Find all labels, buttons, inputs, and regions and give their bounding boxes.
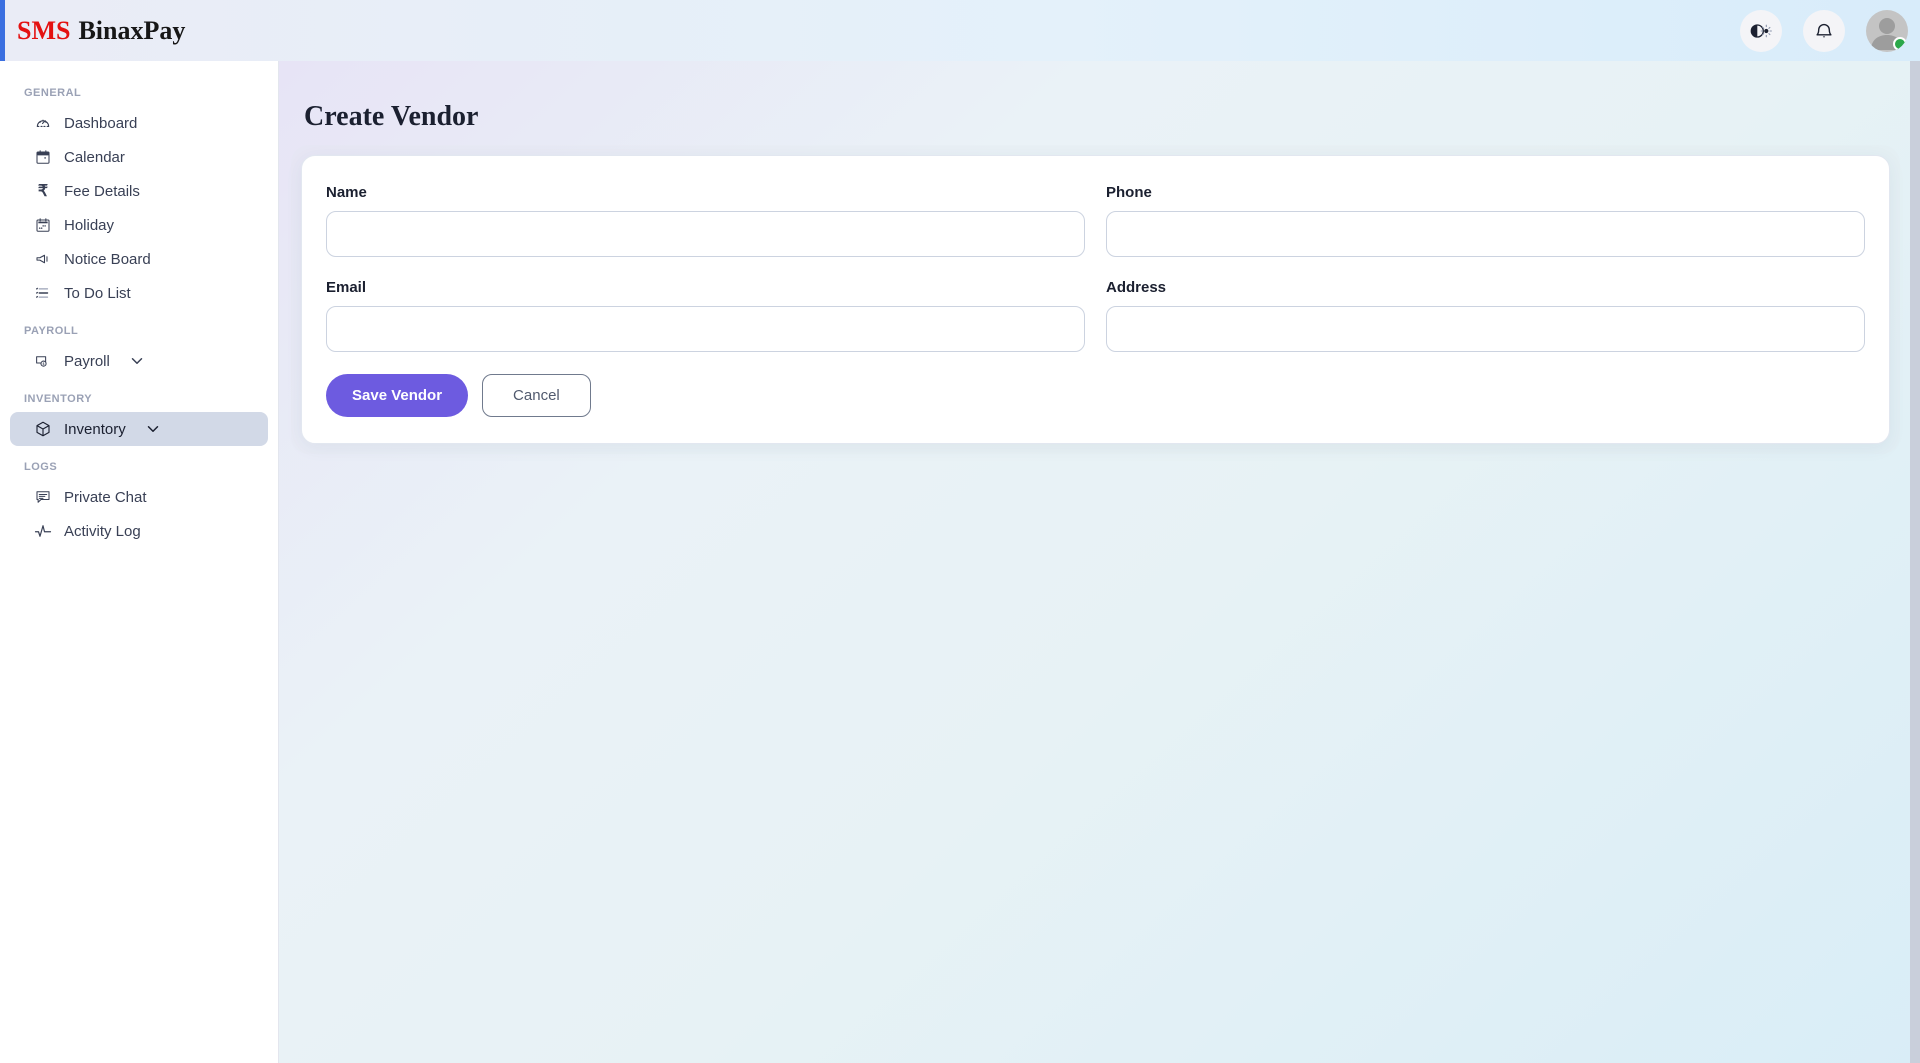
svg-text:$: $	[43, 362, 45, 366]
